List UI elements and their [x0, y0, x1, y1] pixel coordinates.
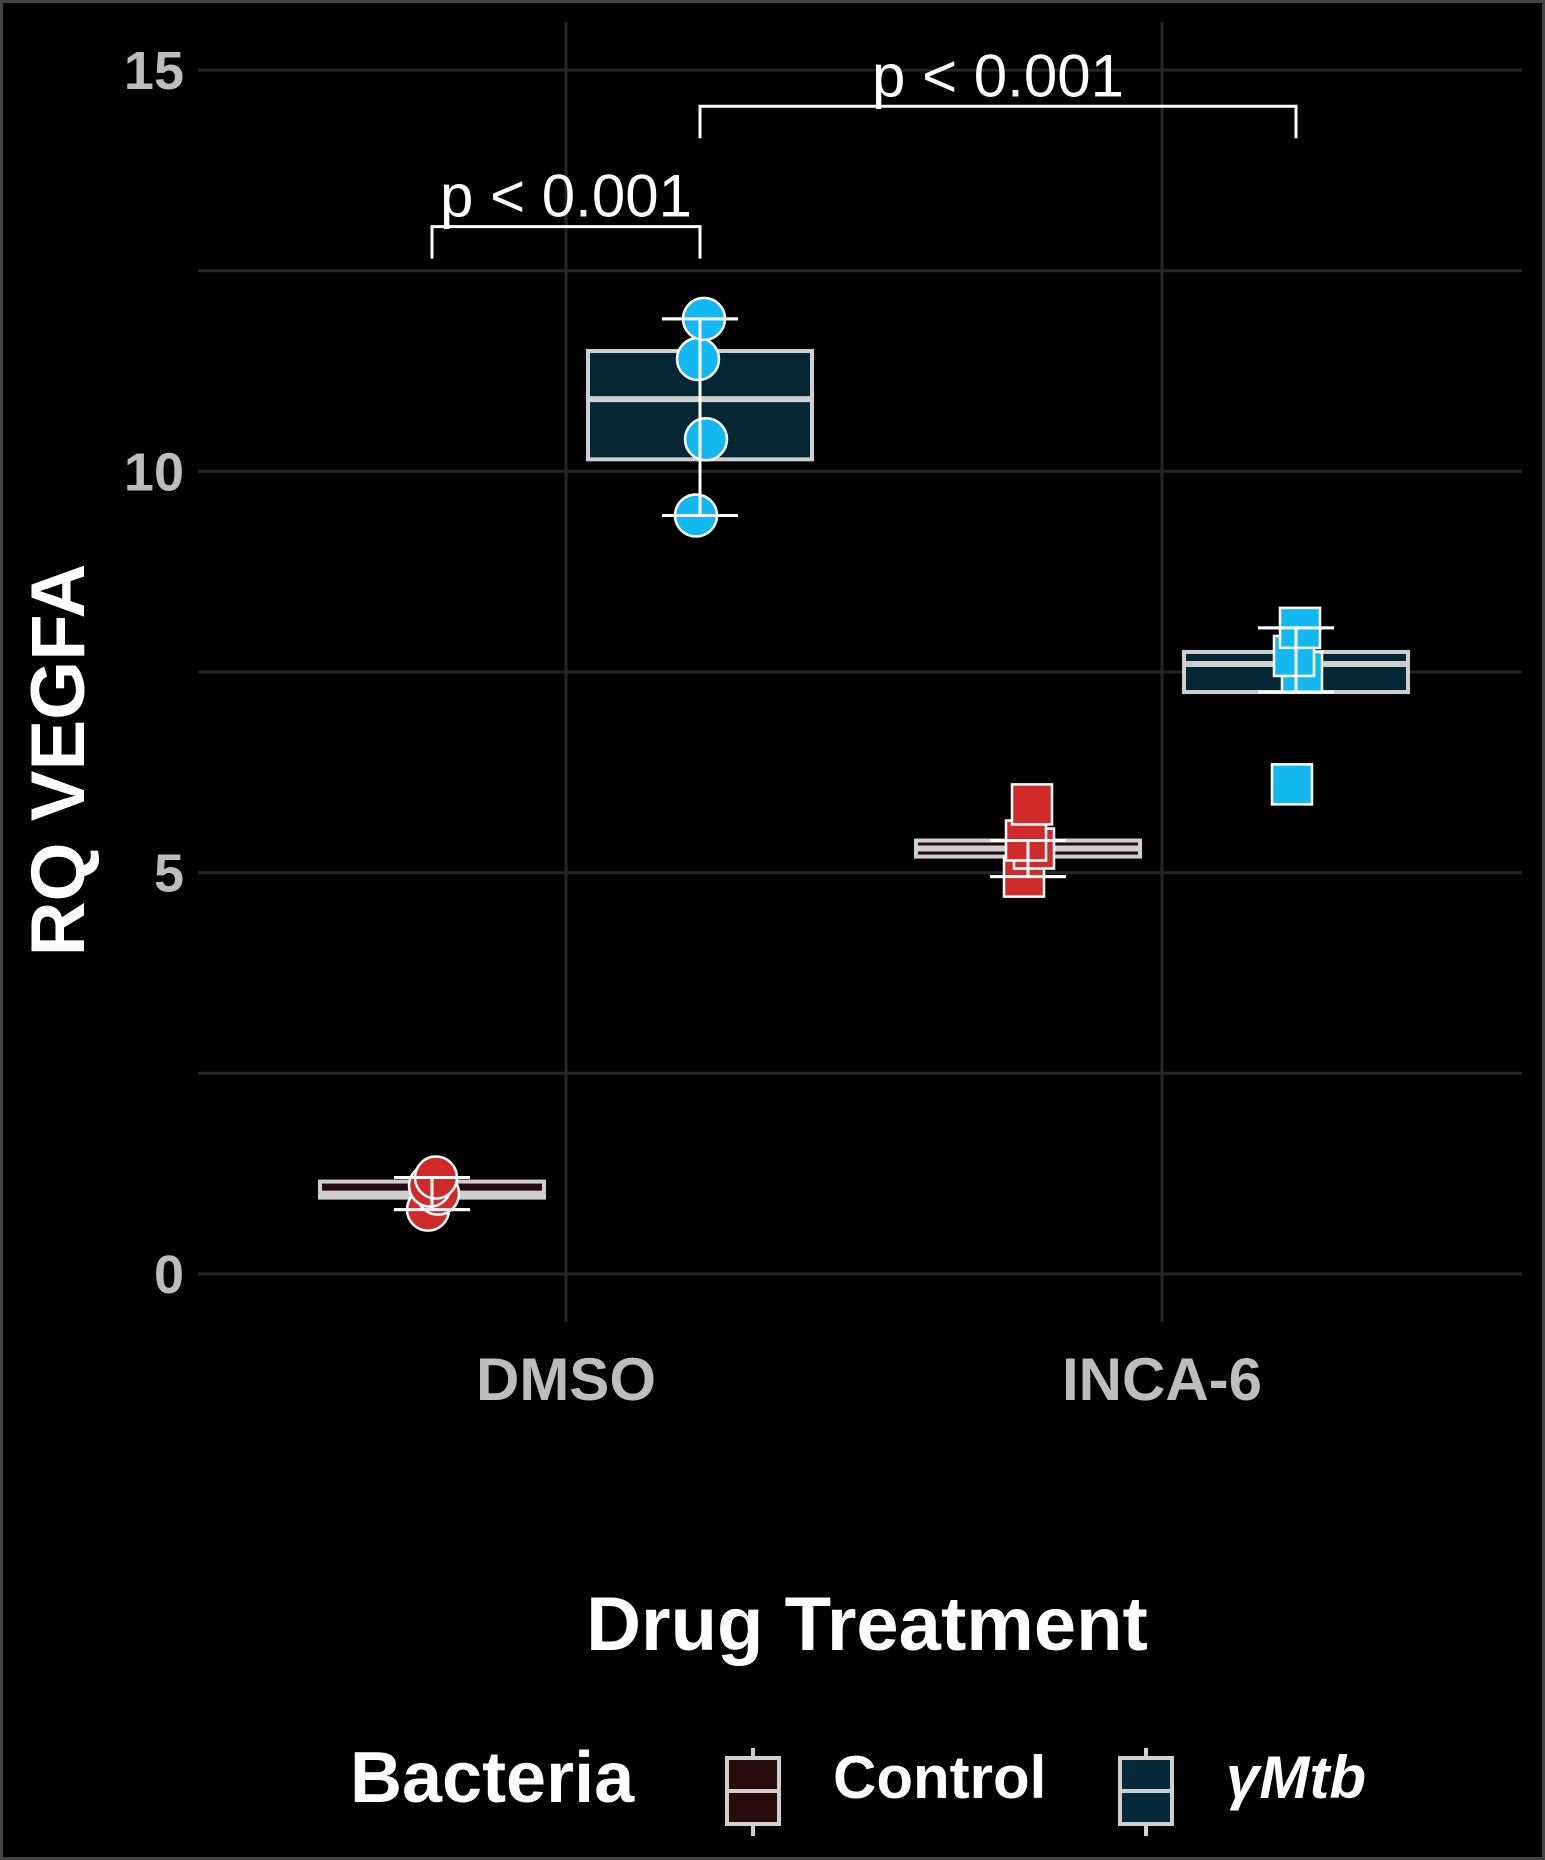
y-tick-label: 15	[124, 41, 184, 101]
x-tick-label: INCA-6	[1062, 1346, 1262, 1413]
legend-label-control: Control	[833, 1744, 1046, 1811]
significance-bracket: p < 0.001	[430, 163, 702, 259]
data-point	[1010, 783, 1054, 826]
boxes	[318, 317, 1410, 1212]
bracket-line	[698, 104, 1298, 139]
y-tick-label: 10	[124, 442, 184, 502]
legend-label-mtb: γMtb	[1226, 1744, 1366, 1811]
data-points	[394, 296, 1334, 1232]
legend-title: Bacteria	[350, 1738, 635, 1818]
p-value-label: p < 0.001	[440, 163, 692, 230]
legend: Bacteria Control γMtb	[350, 1738, 1366, 1836]
y-axis-title: RQ VEGFA	[16, 564, 101, 957]
x-axis-ticks: DMSO INCA-6	[476, 1346, 1262, 1413]
y-axis-ticks: 0 5 10 15	[124, 41, 184, 1305]
legend-key-control	[725, 1748, 781, 1836]
data-point	[675, 336, 721, 382]
data-point	[683, 417, 729, 462]
bracket-line	[430, 225, 702, 259]
grid-lines	[198, 22, 1522, 1322]
legend-key-mtb	[1118, 1748, 1174, 1836]
p-value-label: p < 0.001	[872, 42, 1124, 109]
x-tick-label: DMSO	[476, 1346, 656, 1413]
data-point	[1270, 763, 1314, 806]
y-tick-label: 5	[154, 844, 184, 904]
significance-bracket: p < 0.001	[698, 42, 1298, 139]
y-tick-label: 0	[154, 1245, 184, 1305]
x-axis-title: Drug Treatment	[586, 1582, 1148, 1667]
significance-annotations: p < 0.001 p < 0.001	[430, 42, 1298, 259]
